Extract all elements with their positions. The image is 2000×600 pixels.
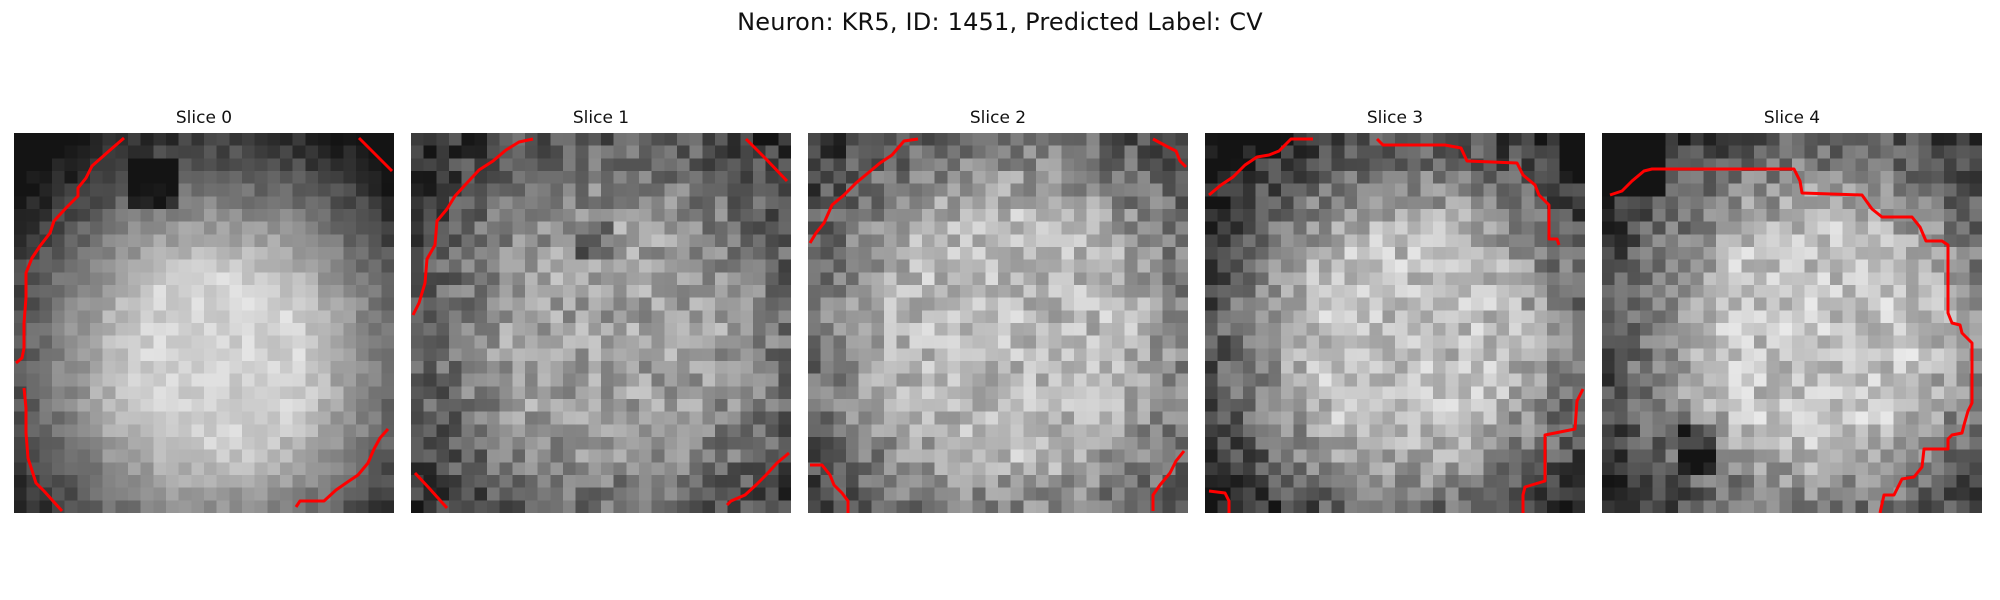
contour-line-1a [411, 137, 534, 316]
contour-overlay-3 [1208, 137, 1585, 513]
slice-panel-1: Slice 1 [411, 108, 791, 518]
contour-overlay-0 [15, 136, 394, 513]
slice-image-4 [1602, 133, 1982, 513]
contour-line-4a [1609, 167, 1974, 513]
slice-image-1 [411, 133, 791, 513]
contour-line-0b [22, 387, 64, 513]
contour-line-1d [744, 137, 789, 183]
contour-line-1c [725, 451, 790, 507]
contour-line-2a [808, 137, 919, 244]
slice-title-2: Slice 2 [969, 108, 1027, 128]
contour-line-3b [1375, 137, 1561, 246]
contour-line-1b [413, 471, 449, 510]
contour-overlay-2 [808, 137, 1188, 513]
figure-title: Neuron: KR5, ID: 1451, Predicted Label: … [737, 8, 1263, 36]
slice-image-0 [14, 133, 394, 513]
contour-line-3c [1521, 388, 1585, 513]
slice-title-1: Slice 1 [572, 108, 630, 128]
contour-line-2c [1151, 450, 1186, 511]
slice-title-3: Slice 3 [1366, 108, 1424, 128]
slice-panel-2: Slice 2 [808, 108, 1188, 518]
contour-overlay-1 [411, 137, 790, 510]
contour-line-3a [1208, 137, 1313, 197]
contour-line-2d [1152, 137, 1188, 169]
slice-title-4: Slice 4 [1763, 108, 1821, 128]
slice-title-0: Slice 0 [175, 108, 233, 128]
slice-image-3 [1205, 133, 1585, 513]
slice-panel-4: Slice 4 [1602, 108, 1982, 518]
slice-canvas-4 [1602, 133, 1982, 513]
contour-line-0c [294, 428, 390, 508]
slice-canvas-3 [1205, 133, 1585, 513]
slice-canvas-2 [808, 133, 1188, 513]
slice-panel-0: Slice 0 [14, 108, 394, 518]
slice-canvas-1 [411, 133, 791, 513]
slice-image-2 [808, 133, 1188, 513]
slice-panel-3: Slice 3 [1205, 108, 1585, 518]
contour-line-0d [357, 136, 394, 173]
contour-line-0a [15, 136, 125, 365]
contour-line-3d [1208, 489, 1231, 513]
contour-line-2b [810, 463, 850, 513]
contour-overlay-4 [1609, 167, 1974, 513]
